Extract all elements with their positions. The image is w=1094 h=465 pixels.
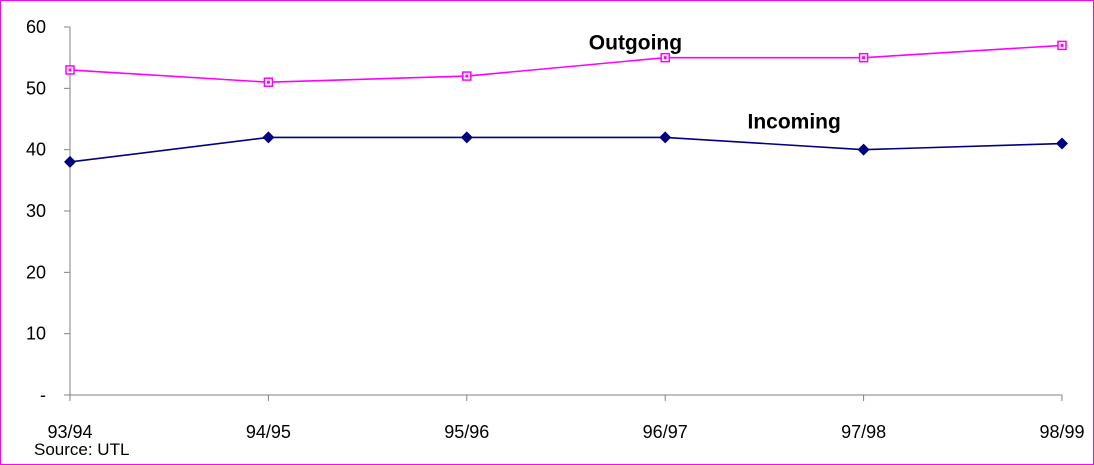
data-point-incoming [857, 143, 870, 156]
x-tick-label: 98/99 [1039, 422, 1084, 442]
series-label-incoming: Incoming [747, 110, 840, 133]
y-tick-label: 10 [26, 324, 46, 344]
series-lines [69, 44, 1063, 163]
y-tick-label: 30 [26, 201, 46, 221]
chart-axes [69, 27, 1062, 396]
x-tick-label: 93/94 [47, 422, 92, 442]
data-point-incoming [659, 131, 672, 144]
x-tick-label: 96/97 [643, 422, 688, 442]
y-tick-label: 20 [26, 262, 46, 282]
x-tick-label: 95/96 [444, 422, 489, 442]
y-tick-label: 60 [26, 17, 46, 37]
data-point-incoming [64, 155, 76, 168]
y-tick-label: 40 [26, 140, 46, 160]
y-axis-ticks: - 10 20 30 40 50 60 [26, 17, 70, 405]
data-point-incoming [460, 131, 473, 144]
series-line-incoming [69, 136, 1063, 163]
series-labels: Outgoing Incoming [589, 31, 841, 133]
data-point-center-outgoing [862, 56, 866, 60]
data-point-center-outgoing [1060, 43, 1064, 47]
data-point-center-outgoing [266, 80, 270, 84]
data-point-incoming [1056, 137, 1068, 150]
y-tick-label: - [40, 385, 46, 405]
data-point-center-outgoing [68, 68, 72, 72]
x-axis-ticks: 93/94 94/95 95/96 96/97 97/98 98/99 [47, 395, 1085, 442]
data-point-center-outgoing [663, 56, 667, 60]
series-label-outgoing: Outgoing [589, 31, 682, 54]
x-tick-label: 94/95 [246, 422, 291, 442]
source-note: Source: UTL [34, 440, 130, 459]
x-tick-label: 97/98 [841, 422, 886, 442]
data-point-center-outgoing [465, 74, 469, 78]
series-markers [64, 40, 1068, 168]
data-point-incoming [262, 131, 275, 144]
series-line-outgoing [69, 44, 1063, 84]
y-tick-label: 50 [26, 78, 46, 98]
